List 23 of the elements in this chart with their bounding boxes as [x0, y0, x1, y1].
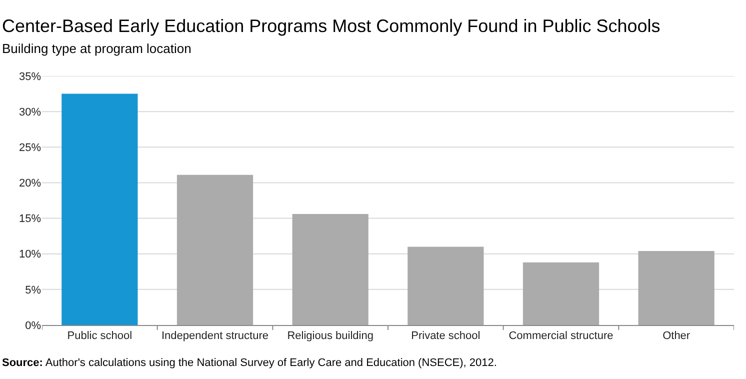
bar [292, 214, 368, 325]
x-tick-label: Religious building [287, 330, 374, 342]
y-tick-label: 25% [18, 142, 42, 154]
chart-title: Center-Based Early Education Programs Most Commonly Found in Public Schools [2, 16, 660, 36]
x-tick-label: Independent structure [161, 330, 269, 342]
y-tick-label: 30% [18, 106, 42, 118]
source-note: Source: Author's calculations using the National Survey of Early Care and Education (NSECE), 2012. [2, 357, 497, 369]
bar [522, 262, 600, 325]
x-tick-label: Private school [411, 330, 480, 342]
x-tick-label: Public school [67, 330, 132, 342]
chart-subtitle: Building type at program location [2, 41, 192, 56]
x-tick-label: Commercial structure [508, 330, 614, 342]
bar [176, 174, 254, 325]
y-tick-label: 10% [18, 248, 42, 261]
bar [408, 246, 484, 325]
y-tick-label: 0% [25, 320, 42, 332]
y-tick-label: 20% [18, 178, 42, 190]
y-tick-label: 15% [18, 213, 42, 226]
y-tick-label: 35% [18, 70, 42, 83]
bar [62, 94, 138, 325]
x-tick-label: Other [662, 330, 690, 342]
y-tick-label: 5% [25, 284, 42, 296]
bar [638, 251, 714, 325]
